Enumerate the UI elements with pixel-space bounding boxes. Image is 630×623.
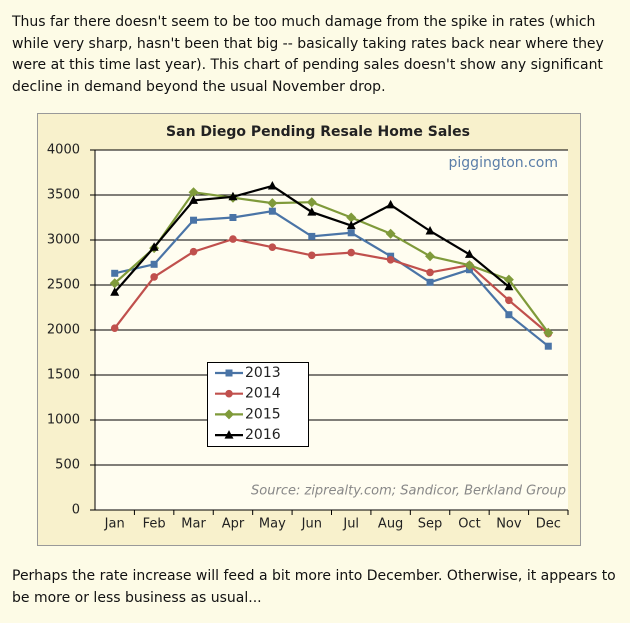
marker [464,260,475,271]
source-note: Source: ziprealty.com; Sandicor, Berklan… [251,484,566,499]
y-tick-label: 2000 [47,323,80,338]
x-tick-label: May [259,517,286,532]
marker [426,268,434,277]
y-tick-label: 2500 [47,278,80,293]
watermark: piggington.com [449,155,558,171]
marker [189,195,199,204]
x-tick-label: Aug [378,517,403,532]
marker [464,249,474,258]
marker [150,260,158,268]
marker [306,197,317,208]
x-tick-label: Mar [181,517,206,532]
marker [268,207,276,215]
marker [229,235,237,243]
marker [228,191,238,201]
x-tick-label: Feb [143,517,166,532]
x-tick-label: Oct [458,517,480,532]
marker [149,242,159,251]
x-tick-label: Jul [342,517,359,532]
x-tick-label: Sep [418,517,443,532]
marker [543,327,554,338]
marker [425,226,435,235]
x-tick-label: Jan [104,517,125,532]
y-tick-label: 0 [72,503,80,518]
marker [189,247,198,256]
marker [225,389,233,398]
marker [426,278,434,286]
y-tick-label: 3500 [47,188,80,203]
marker [503,274,514,285]
marker [347,248,356,257]
legend-label: 2016 [245,427,281,443]
y-tick-label: 3000 [47,233,80,248]
series-line [113,191,550,334]
x-tick-label: Apr [222,517,245,532]
paragraph: Perhaps the rate increase will feed a bi… [12,568,616,606]
marker [109,278,120,289]
series-line [113,237,550,335]
paragraph: Thus far there doesn't seem to be too mu… [12,14,604,95]
marker [385,228,396,239]
marker [308,232,316,240]
marker [150,273,158,281]
marker [544,342,552,350]
marker [307,251,316,260]
marker [188,187,199,198]
marker [346,220,356,230]
marker [386,199,396,209]
marker [347,229,355,237]
marker [190,216,198,224]
x-tick-label: Dec [536,517,561,532]
x-tick-label: Nov [496,517,522,532]
marker [225,369,233,377]
marker [307,207,317,216]
marker [505,311,513,319]
marker [346,212,357,223]
legend-label: 2014 [245,386,281,402]
marker [110,324,119,333]
marker [224,430,234,439]
marker [425,251,436,262]
chart-title: San Diego Pending Resale Home Sales [166,124,470,140]
legend-box [207,362,309,447]
y-tick-label: 4000 [47,143,80,158]
legend-label: 2013 [245,365,281,381]
marker [224,409,234,420]
marker [229,214,237,221]
y-tick-label: 1000 [47,413,80,428]
y-tick-label: 500 [55,458,80,473]
marker [505,296,513,305]
marker [267,181,277,190]
marker [386,255,395,264]
legend-label: 2015 [245,406,281,422]
marker [504,281,514,291]
marker [268,243,277,251]
marker [111,269,119,277]
series-line [114,210,549,348]
x-tick-label: Jun [301,517,322,532]
marker [267,198,278,209]
y-tick-label: 1500 [47,368,80,383]
marker [110,287,120,296]
